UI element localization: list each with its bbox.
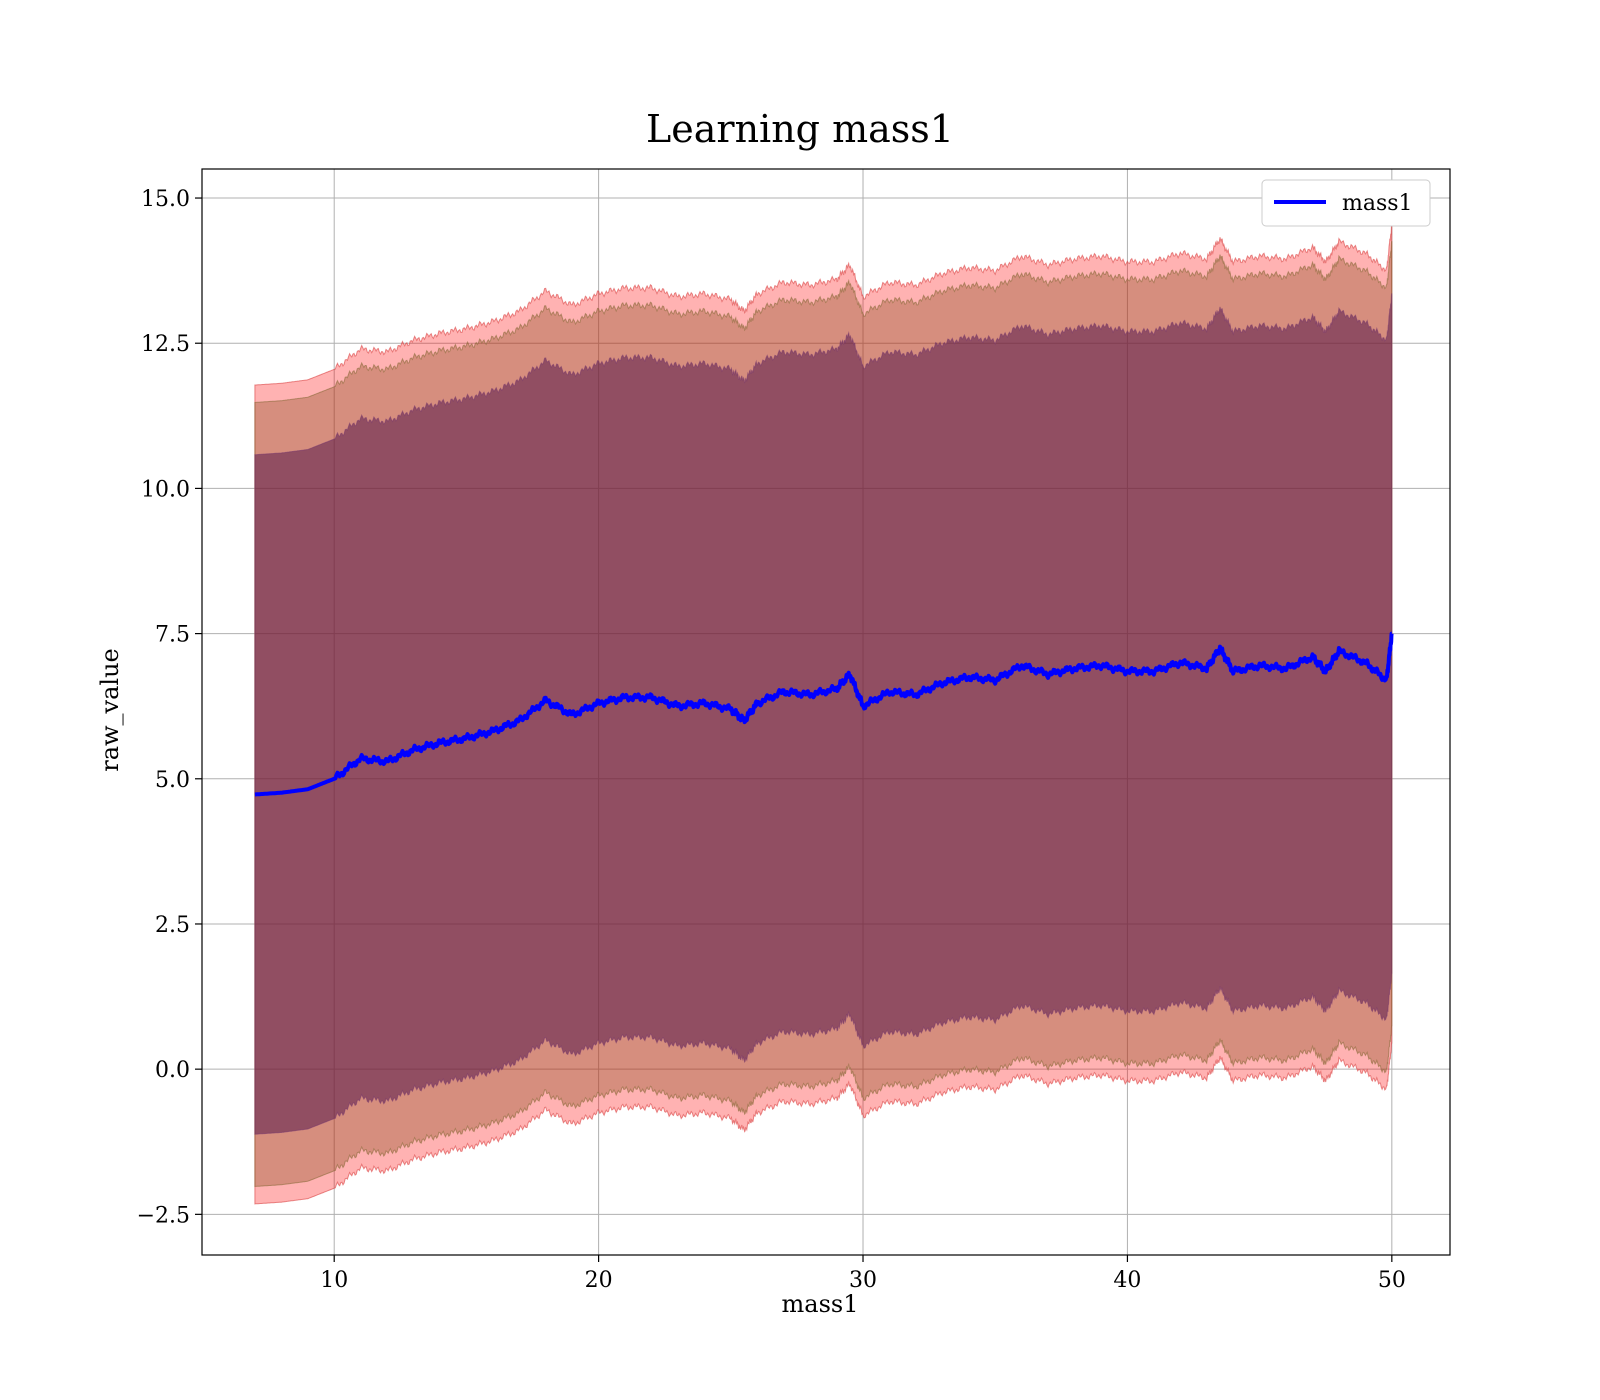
plot-frame <box>201 168 1451 1256</box>
series-layer <box>254 631 1394 797</box>
ticks: 10 20 30 40 50 −2.5 0.0 2.5 5.0 7.5 10.0 12.5 15.0 <box>137 187 1406 1293</box>
chart-title: Learning mass1 <box>646 107 954 151</box>
y-tick-label: 0.0 <box>155 1058 190 1083</box>
x-tick-label: 30 <box>849 1268 877 1293</box>
legend-box <box>1261 179 1431 227</box>
y-tick-label: 12.5 <box>141 332 190 357</box>
legend: mass1 <box>1261 179 1431 227</box>
confidence-bands <box>254 223 1393 1205</box>
x-tick-label: 20 <box>585 1268 613 1293</box>
y-axis-label: raw_value <box>96 648 124 772</box>
legend-label-mass1: mass1 <box>1342 191 1413 216</box>
y-tick-label: −2.5 <box>137 1203 190 1228</box>
x-tick-label: 10 <box>320 1268 348 1293</box>
y-tick-label: 2.5 <box>155 913 190 938</box>
y-tick-label: 10.0 <box>141 477 190 502</box>
band-inner <box>254 293 1393 1135</box>
y-tick-label: 15.0 <box>141 187 190 212</box>
x-tick-label: 50 <box>1378 1268 1406 1293</box>
x-axis-label: mass1 <box>782 1290 859 1318</box>
series-line-mass1 <box>254 631 1394 797</box>
y-tick-label: 5.0 <box>155 768 190 793</box>
x-tick-label: 40 <box>1113 1268 1141 1293</box>
y-tick-label: 7.5 <box>155 623 190 648</box>
